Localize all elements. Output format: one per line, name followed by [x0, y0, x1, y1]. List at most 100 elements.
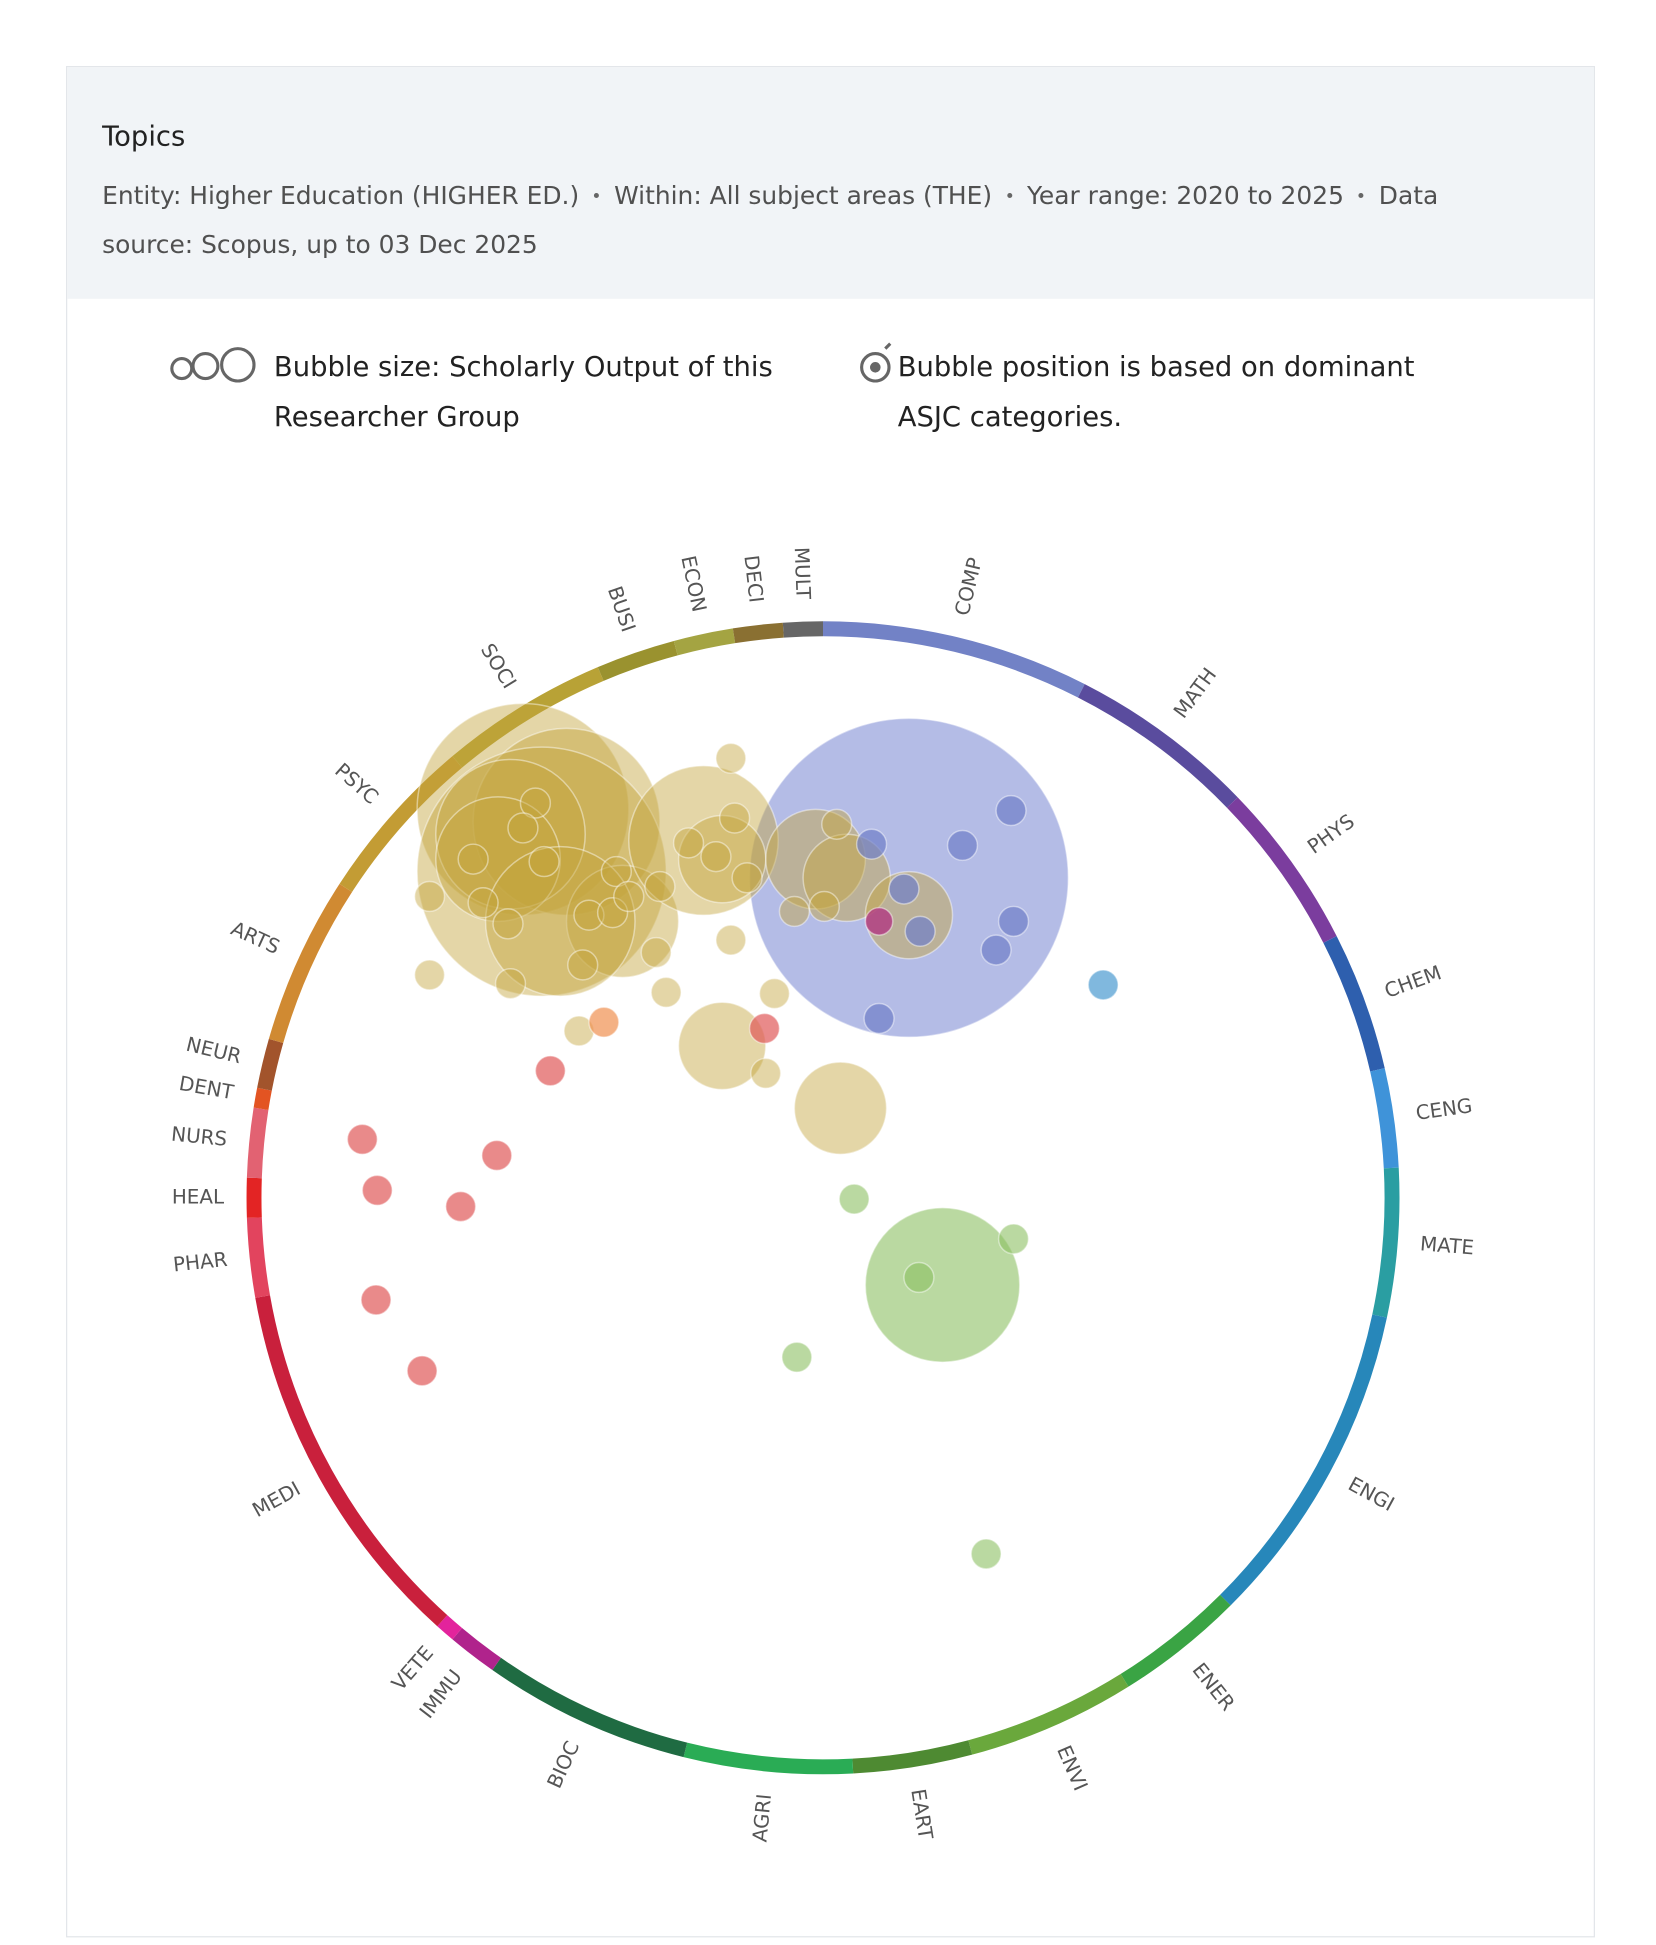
category-label: CENG — [1414, 1094, 1473, 1125]
separator — [594, 192, 600, 198]
category-label: ENER — [1188, 1659, 1240, 1716]
bubble — [640, 936, 672, 969]
ring-segment — [255, 1295, 448, 1627]
bubble — [644, 870, 676, 903]
ring-segment — [246, 1217, 271, 1298]
legend-position: Bubble position is based on dominant ASJ… — [897, 352, 1415, 434]
bubble — [1087, 969, 1119, 1001]
ring-segment — [597, 640, 678, 681]
category-label: MULT — [790, 547, 815, 601]
bubble — [778, 895, 811, 928]
category-label: SOCI — [476, 640, 521, 693]
bubble — [904, 915, 936, 948]
category-label: NEUR — [184, 1033, 244, 1068]
category-label: MATE — [1419, 1232, 1475, 1259]
ring-segment — [732, 622, 784, 644]
bubble — [472, 727, 661, 916]
filters: Entity: Higher Education (HIGHER ED.) Wit… — [102, 172, 1521, 269]
ring-segment — [782, 621, 824, 638]
category-label: NURS — [170, 1123, 228, 1151]
bubble — [980, 934, 1012, 966]
bubble — [677, 1001, 767, 1091]
bubble — [600, 855, 633, 888]
bubble — [457, 843, 489, 875]
ring-segment — [339, 756, 463, 892]
ring-segment — [1077, 684, 1238, 808]
bubble — [838, 1183, 870, 1215]
bubble — [821, 808, 853, 840]
card: Topics Entity: Higher Education (HIGHER … — [65, 65, 1595, 1938]
category-label: HEAL — [172, 1185, 224, 1208]
bubble — [855, 828, 888, 860]
bubble — [888, 873, 920, 905]
bubble — [715, 924, 747, 956]
separator — [1358, 192, 1364, 198]
filter: Entity: Higher Education (HIGHER ED.) — [102, 180, 580, 211]
bubble — [494, 967, 527, 1000]
bubble — [781, 1341, 813, 1373]
ring-segment — [1370, 1068, 1399, 1169]
bubble — [346, 1123, 379, 1155]
ring-segment — [1323, 936, 1385, 1072]
category-label: DECI — [739, 554, 767, 604]
category-label: PHAR — [172, 1248, 229, 1277]
ring-segment — [257, 1038, 284, 1091]
ring-segment — [683, 1742, 854, 1775]
bubble — [995, 794, 1027, 827]
bubble — [997, 1223, 1030, 1255]
bubble — [416, 702, 630, 916]
bubble — [413, 880, 446, 913]
bubble — [534, 1055, 567, 1087]
category-label: ENGI — [1344, 1473, 1398, 1516]
ring-segment — [268, 883, 353, 1044]
bubble — [528, 845, 560, 878]
category-label: MEDI — [249, 1477, 305, 1522]
ring-segment — [1226, 797, 1337, 943]
header: Topics Entity: Higher Education (HIGHER … — [67, 67, 1594, 299]
bubble — [406, 1355, 438, 1387]
bubble — [445, 1190, 477, 1223]
ring-segment — [452, 1627, 501, 1671]
bubble — [718, 802, 751, 834]
bubble — [946, 829, 979, 862]
category-label: DENT — [177, 1072, 236, 1104]
bubble — [764, 808, 867, 910]
bubble — [573, 899, 605, 931]
bubble — [808, 890, 840, 923]
bubble — [596, 896, 629, 929]
filter: Within: All subject areas (THE) — [614, 180, 993, 211]
category-label: PHYS — [1303, 810, 1359, 859]
category-label: BIOC — [543, 1738, 584, 1792]
bubble — [519, 787, 552, 819]
bubble — [731, 862, 763, 894]
legend-size: Bubble size: Scholarly Output of this Re… — [273, 352, 773, 434]
bubble — [435, 796, 562, 923]
size-icon — [170, 347, 256, 383]
bubble — [613, 880, 645, 913]
title: Topics — [102, 122, 186, 154]
ring-segment — [246, 1107, 269, 1179]
bubble — [507, 812, 539, 844]
category-label: CHEM — [1382, 961, 1445, 1003]
bubble — [748, 1012, 781, 1045]
bubble — [750, 1057, 782, 1089]
bubble — [793, 1061, 888, 1155]
bubble — [467, 887, 499, 919]
bubble — [864, 1207, 1021, 1363]
bubble — [567, 949, 599, 981]
category-label: AGRI — [749, 1793, 777, 1843]
bubble — [903, 1261, 935, 1294]
category-label: ARTS — [227, 917, 283, 959]
bubble — [416, 746, 667, 997]
bubble — [677, 814, 767, 904]
separator — [1007, 192, 1013, 198]
bubble — [715, 742, 747, 774]
bubble — [492, 908, 524, 940]
filter: Data source: Scopus, up to 03 Dec 2025 — [102, 180, 1439, 259]
ring-segment — [1120, 1594, 1231, 1687]
filter: Year range: 2020 to 2025 — [1026, 180, 1344, 211]
category-label: EART — [906, 1787, 937, 1842]
ring-segment — [452, 667, 604, 768]
